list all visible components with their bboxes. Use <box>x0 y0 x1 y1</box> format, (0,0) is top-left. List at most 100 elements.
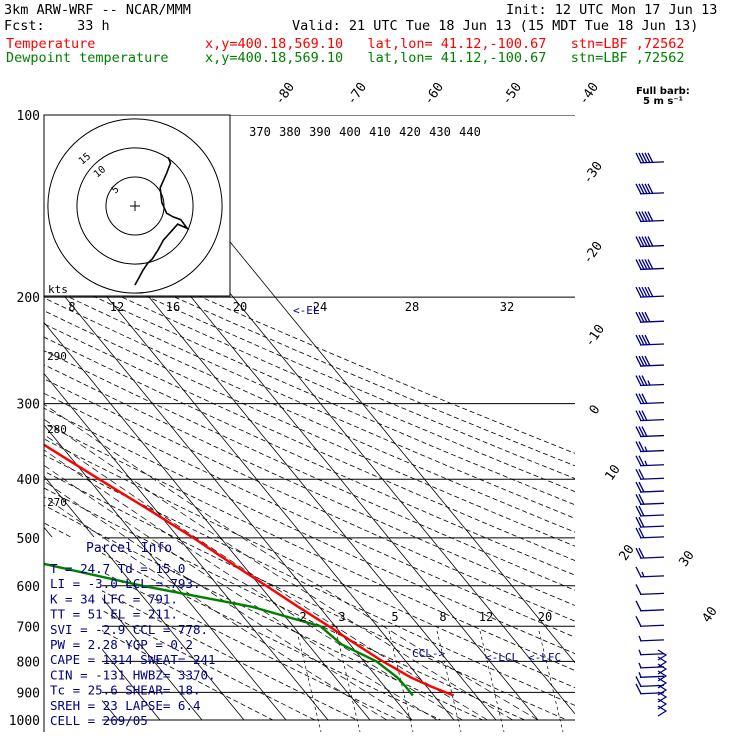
mixing-ratio-line-4 <box>479 630 505 732</box>
theta-e-label-420: 420 <box>399 125 421 139</box>
pressure-label-1000: 1000 <box>9 714 40 729</box>
theta-e-label-410: 410 <box>369 125 391 139</box>
dry-adiabat-320 <box>44 470 567 721</box>
wind-barb <box>635 455 665 467</box>
theta-e-label-380: 380 <box>279 125 301 139</box>
mixing-ratio-label-2: 2 <box>299 610 306 624</box>
wind-barb-low <box>657 677 668 689</box>
dry-adiabat-360 <box>44 407 575 655</box>
parcel-info-row-10: CELL = 269/05 <box>50 713 148 728</box>
wind-barb <box>635 547 665 559</box>
mixing-ratio-label-12: 12 <box>479 610 493 624</box>
mixing-ratio-line-0 <box>296 630 322 732</box>
theta-e-label-440: 440 <box>459 125 481 139</box>
dry-adiabat-400 <box>44 350 575 591</box>
pressure-label-900: 900 <box>17 686 40 701</box>
upper-scale-label-24: 24 <box>313 300 327 314</box>
theta-e-label-430: 430 <box>429 125 451 139</box>
wind-barb <box>635 375 665 387</box>
isotherm-40 <box>44 116 539 721</box>
wind-barb <box>635 334 665 346</box>
legend-dewpoint: Dewpoint temperature <box>6 50 169 66</box>
mixing-ratio-label-8: 8 <box>439 610 446 624</box>
hodograph-ring-15 <box>47 118 223 294</box>
moist-adiabat-34 <box>44 418 513 721</box>
wind-barb <box>635 584 665 596</box>
wind-barb <box>638 635 665 642</box>
hodograph-trace <box>134 157 190 286</box>
isotherm-0 <box>44 321 371 721</box>
wind-barb <box>638 672 665 678</box>
wind-barb <box>638 649 665 656</box>
wind-barb <box>635 393 665 405</box>
dry-adiabat-300 <box>44 504 483 721</box>
wind-barb-low <box>657 663 668 675</box>
isotherm-label-3: -50 <box>499 80 525 108</box>
legend-dewpoint-location: x,y=400.18,569.10 lat,lon= 41.12,-100.67… <box>205 50 685 66</box>
dry-adiabat-410 <box>44 336 575 576</box>
wind-barb <box>635 211 665 223</box>
mixing-ratio-label-5: 5 <box>391 610 398 624</box>
pressure-label-400: 400 <box>17 473 40 488</box>
dewpoint-line <box>44 562 414 697</box>
isotherm-label-12: 40 <box>699 604 720 625</box>
parcel-info-row-9: SREH = 23 LAPSE= 6.4 <box>50 698 201 713</box>
wind-barb-low <box>657 649 668 661</box>
pressure-label-100: 100 <box>17 109 40 124</box>
wind-barb <box>635 410 665 422</box>
isotherm-10 <box>44 270 413 721</box>
wind-barb <box>635 355 665 367</box>
wind-barb <box>635 600 665 612</box>
upper-scale-label-8: 8 <box>68 300 75 314</box>
dry-adiabat-420 <box>44 323 575 562</box>
isotherm-label-9: 10 <box>602 462 623 483</box>
dry-adiabat-450 <box>44 284 575 519</box>
wind-barb <box>635 183 665 195</box>
parcel-info-row-6: CAPE = 1314 SWEAT= 241 <box>50 652 216 667</box>
isotherm--30 <box>44 475 245 721</box>
legend-temperature: Temperature <box>6 36 96 52</box>
pressure-label-600: 600 <box>17 580 40 595</box>
isotherm-label-8: 0 <box>587 402 604 417</box>
mixing-ratio-line-1 <box>335 630 361 732</box>
parcel-info-row-0: T = 24.7 Td = 15.0 <box>50 561 185 576</box>
lcl-marker: <-LCL <box>485 651 518 664</box>
isotherm-label-4: -40 <box>576 80 602 108</box>
pressure-label-500: 500 <box>17 532 40 547</box>
mixing-ratio-line-5 <box>538 630 564 732</box>
moist-adiabat-40 <box>44 403 539 721</box>
wind-barb <box>635 152 665 164</box>
theta-label-280: 280 <box>47 423 67 436</box>
parcel-info-row-2: K = 34 LFC = 791. <box>50 591 178 606</box>
parcel-info-row-3: TT = 51 EL = 211. <box>50 607 178 622</box>
header-init: Init: 12 UTC Mon 17 Jun 13 <box>506 2 718 18</box>
moist-adiabat-10 <box>44 480 413 721</box>
wind-barb-low <box>657 705 668 717</box>
wind-barb <box>635 516 665 528</box>
upper-scale-label-12: 12 <box>110 300 124 314</box>
legend-temperature-location: x,y=400.18,569.10 lat,lon= 41.12,-100.67… <box>205 36 685 52</box>
upper-scale-label-28: 28 <box>405 300 419 314</box>
isotherm-label-1: -70 <box>344 80 370 108</box>
isotherm-label-11: 30 <box>676 548 697 569</box>
parcel-info-row-1: LI = -3.0 LCL = 793. <box>50 576 201 591</box>
wind-barb <box>635 527 665 539</box>
lfc-marker: <-LFC <box>528 651 561 664</box>
dry-adiabat-480 <box>44 248 575 479</box>
wind-barb <box>635 481 665 493</box>
mixing-ratio-label-20: 20 <box>538 610 552 624</box>
isotherm--50 <box>44 577 161 721</box>
wind-barb <box>635 615 665 627</box>
isotherm-50 <box>83 115 575 715</box>
parcel-info-row-7: CIN = -131 HWBZ= 3370. <box>50 667 216 682</box>
theta-label-270: 270 <box>47 496 67 509</box>
mixing-ratio-label-3: 3 <box>338 610 345 624</box>
barb-legend-line2: 5 m s⁻¹ <box>643 96 683 107</box>
wind-barb <box>635 259 665 271</box>
wind-barb <box>635 441 665 453</box>
dry-adiabat-340 <box>44 438 575 689</box>
isotherm-label-6: -20 <box>580 239 606 267</box>
isotherm-label-7: -10 <box>582 322 608 350</box>
isotherm-20 <box>44 219 455 721</box>
